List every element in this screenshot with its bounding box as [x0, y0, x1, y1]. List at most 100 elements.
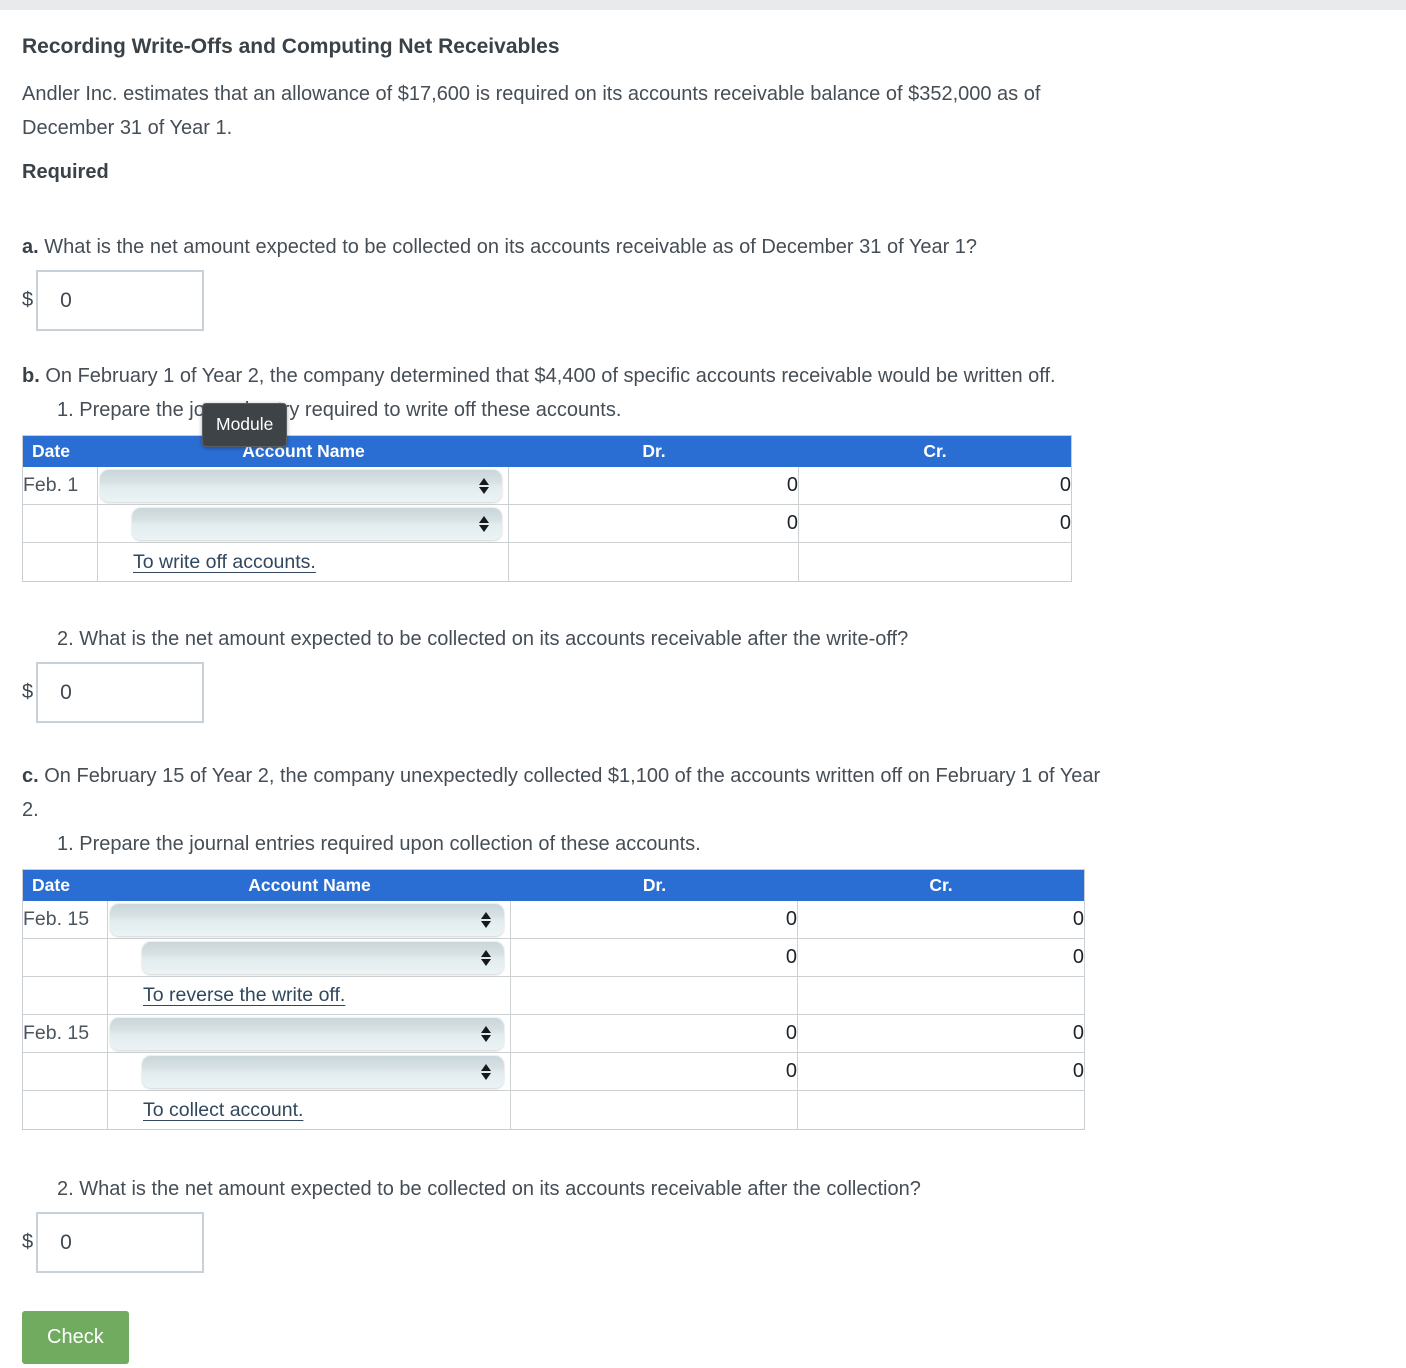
table-header-row: Date Account Name Dr. Cr. [23, 870, 1084, 901]
table-header-row: Date Account Name Dr. Cr. [23, 436, 1071, 467]
account-cell [108, 1053, 511, 1091]
account-select[interactable] [100, 469, 502, 502]
entry-description-cell: To reverse the write off. [108, 977, 511, 1015]
dr-empty-cell [511, 1091, 798, 1129]
intro-text: Andler Inc. estimates that an allowance … [22, 77, 1386, 145]
cr-input[interactable]: 0 [799, 505, 1071, 543]
sub-question-c1: 1. Prepare the journal entries required … [57, 833, 701, 855]
question-a-prefix: a. [22, 236, 39, 258]
account-cell [98, 467, 509, 505]
currency-symbol: $ [22, 681, 34, 703]
date-cell [23, 543, 98, 581]
account-select[interactable] [110, 1017, 504, 1050]
journal-table-c: Date Account Name Dr. Cr. Feb. 15 0 0 0 [22, 869, 1085, 1130]
cr-empty-cell [799, 543, 1071, 581]
sub-question-b1-text: 1. Prepare the journal entry required to… [57, 399, 622, 421]
account-select[interactable] [110, 903, 504, 936]
currency-symbol: $ [22, 289, 34, 311]
col-header-cr: Cr. [798, 870, 1084, 901]
col-header-date: Date [23, 870, 108, 901]
date-cell: Feb. 1 [23, 467, 98, 505]
dr-input[interactable]: 0 [511, 939, 798, 977]
dr-input[interactable]: 0 [511, 1015, 798, 1053]
question-a-text: What is the net amount expected to be co… [44, 236, 978, 258]
date-cell [23, 1091, 108, 1129]
select-arrows-icon [481, 1063, 491, 1080]
entry-description: To collect account. [143, 1098, 304, 1121]
account-select[interactable] [142, 1055, 504, 1088]
statement-b: b. On February 1 of Year 2, the company … [22, 359, 1386, 393]
table-row: Feb. 15 0 0 [23, 1015, 1084, 1053]
statement-c-prefix: c. [22, 765, 39, 787]
top-divider-bar [0, 0, 1406, 10]
cr-input[interactable]: 0 [798, 1053, 1084, 1091]
statement-b-prefix: b. [22, 365, 40, 387]
date-cell [23, 939, 108, 977]
dr-input[interactable]: 0 [511, 901, 798, 939]
amount-input-b[interactable] [36, 662, 205, 723]
dr-input[interactable]: 0 [509, 505, 799, 543]
col-header-account: Account Name [98, 436, 509, 467]
statement-c-line2: 2. [22, 799, 39, 821]
cr-empty-cell [798, 977, 1084, 1015]
table-row: 0 0 [23, 939, 1084, 977]
check-button[interactable]: Check [22, 1311, 129, 1364]
exercise-page: Recording Write-Offs and Computing Net R… [0, 35, 1406, 1368]
page-title: Recording Write-Offs and Computing Net R… [22, 35, 560, 58]
intro-line1: Andler Inc. estimates that an allowance … [22, 83, 1041, 105]
required-label: Required [22, 161, 109, 183]
dr-input[interactable]: 0 [509, 467, 799, 505]
table-row: To write off accounts. [23, 543, 1071, 581]
entry-description-cell: To collect account. [108, 1091, 511, 1129]
account-cell [108, 901, 511, 939]
account-cell [108, 939, 511, 977]
account-select[interactable] [142, 941, 504, 974]
date-cell [23, 1053, 108, 1091]
dr-input[interactable]: 0 [511, 1053, 798, 1091]
answer-b2: $ [22, 662, 1386, 723]
select-arrows-icon [481, 911, 491, 928]
table-row: 0 0 [23, 1053, 1084, 1091]
col-header-date: Date [23, 436, 98, 467]
date-cell: Feb. 15 [23, 901, 108, 939]
journal-table-b: Date Account Name Dr. Cr. Feb. 1 0 0 0 [22, 435, 1072, 582]
table-row: Feb. 15 0 0 [23, 901, 1084, 939]
cr-empty-cell [798, 1091, 1084, 1129]
statement-c-line1: On February 15 of Year 2, the company un… [44, 765, 1101, 787]
col-header-dr: Dr. [511, 870, 798, 901]
entry-description-cell: To write off accounts. [98, 543, 509, 581]
sub-question-b2: 2. What is the net amount expected to be… [57, 628, 909, 650]
entry-description: To write off accounts. [133, 550, 316, 573]
cr-input[interactable]: 0 [799, 467, 1071, 505]
date-cell [23, 977, 108, 1015]
col-header-dr: Dr. [509, 436, 799, 467]
sub-question-c2: 2. What is the net amount expected to be… [57, 1178, 921, 1200]
intro-line2: December 31 of Year 1. [22, 117, 233, 139]
table-row: To collect account. [23, 1091, 1084, 1129]
table-row: 0 0 [23, 505, 1071, 543]
cr-input[interactable]: 0 [798, 1015, 1084, 1053]
amount-input-a[interactable] [36, 270, 205, 331]
select-arrows-icon [481, 949, 491, 966]
statement-b-text: On February 1 of Year 2, the company det… [45, 365, 1056, 387]
account-select[interactable] [132, 507, 502, 540]
account-cell [98, 505, 509, 543]
dr-empty-cell [511, 977, 798, 1015]
answer-a: $ [22, 270, 1386, 331]
amount-input-c[interactable] [36, 1212, 205, 1273]
table-row: Feb. 1 0 0 [23, 467, 1071, 505]
currency-symbol: $ [22, 1231, 34, 1253]
answer-c2: $ [22, 1212, 1386, 1273]
select-arrows-icon [479, 477, 489, 494]
select-arrows-icon [479, 515, 489, 532]
sub-question-b1: 1. Prepare the journal entry required to… [22, 393, 1386, 447]
col-header-cr: Cr. [799, 436, 1071, 467]
account-cell [108, 1015, 511, 1053]
cr-input[interactable]: 0 [798, 901, 1084, 939]
dr-empty-cell [509, 543, 799, 581]
col-header-account: Account Name [108, 870, 511, 901]
statement-c: c. On February 15 of Year 2, the company… [22, 759, 1386, 827]
cr-input[interactable]: 0 [798, 939, 1084, 977]
table-row: To reverse the write off. [23, 977, 1084, 1015]
question-a: a. What is the net amount expected to be… [22, 230, 1386, 264]
